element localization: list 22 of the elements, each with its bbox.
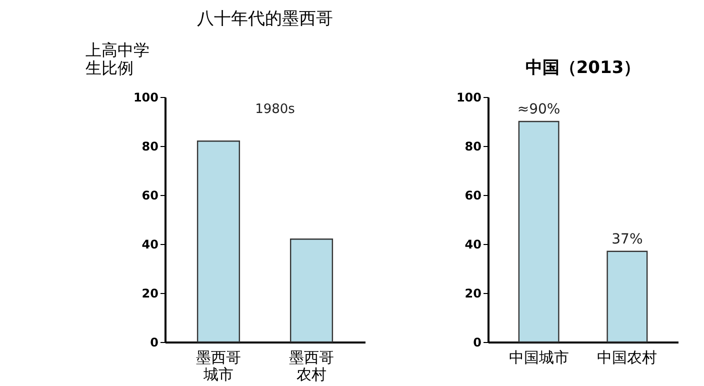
x-tick-label: 中国农村 — [597, 348, 658, 366]
y-tick-label: 80 — [142, 140, 158, 154]
y-tick-label: 100 — [456, 90, 482, 104]
y-axis-title: 上高中学生比例 — [86, 40, 150, 78]
chart-title: 八十年代的墨西哥 — [197, 9, 333, 29]
data-label: ≈90% — [517, 102, 560, 118]
y-tick-label: 40 — [464, 238, 482, 252]
y-tick-label: 80 — [464, 140, 482, 154]
annotation: 1980s — [255, 102, 296, 117]
y-tick-label: 60 — [464, 188, 482, 202]
x-tick-label: 墨西哥农村 — [289, 348, 334, 384]
y-tick-label: 40 — [142, 238, 158, 252]
y-tick-label: 0 — [473, 336, 482, 350]
y-tick-label: 20 — [142, 286, 158, 300]
x-tick-label: 墨西哥城市 — [196, 348, 241, 384]
data-label: 37% — [612, 231, 643, 248]
y-tick-label: 20 — [464, 286, 482, 300]
x-tick-label: 中国城市 — [508, 348, 569, 366]
y-tick-label: 60 — [142, 188, 158, 202]
chart-title: 中国（2013） — [525, 58, 641, 78]
y-tick-label: 0 — [150, 336, 158, 350]
y-tick-label: 100 — [133, 90, 158, 104]
